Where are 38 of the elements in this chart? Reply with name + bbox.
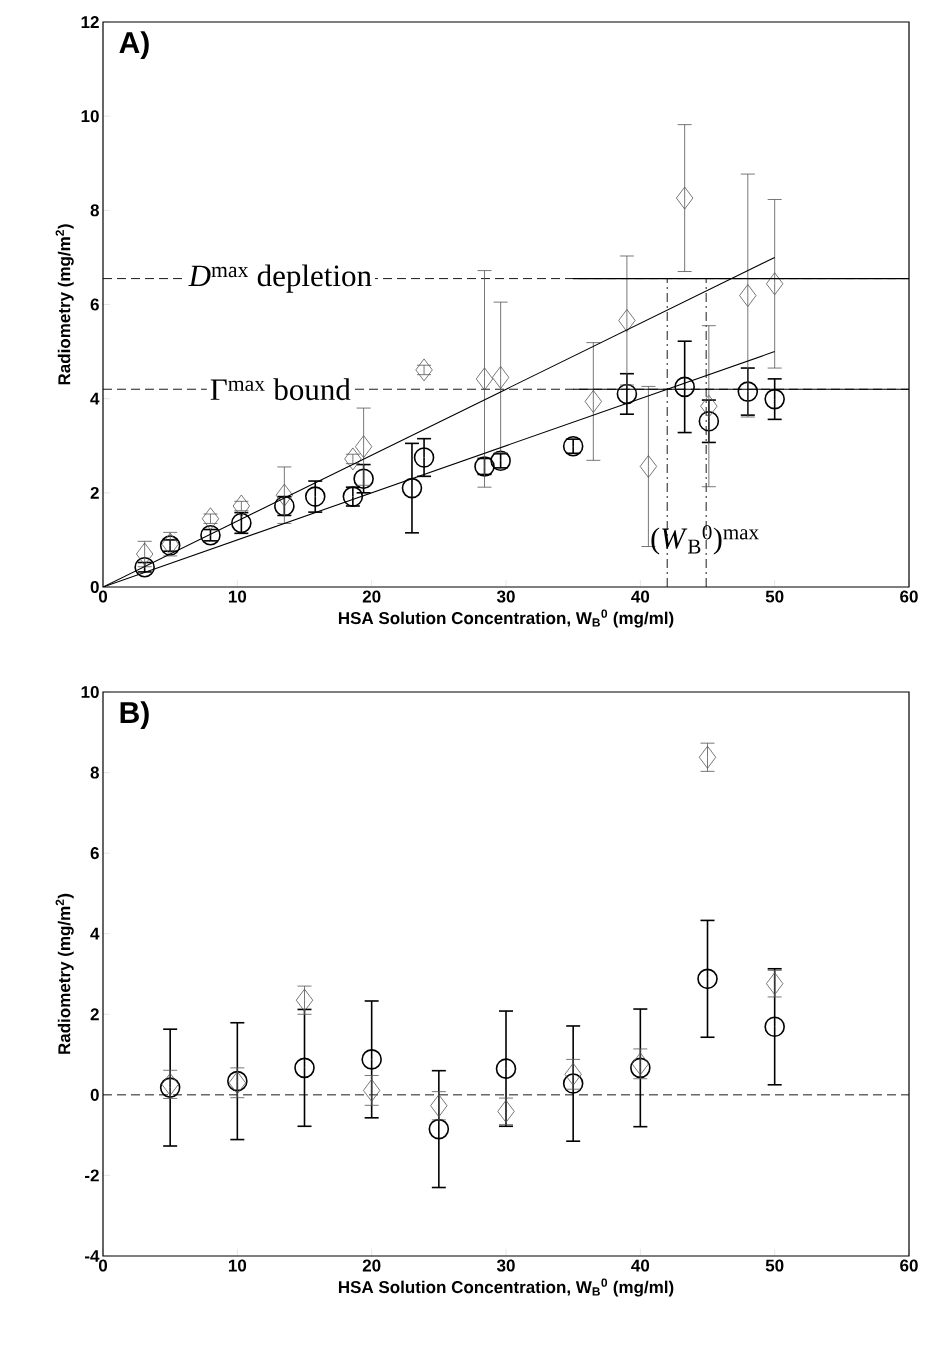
y-tick-label: 2 (90, 486, 99, 499)
y-tick-label: 6 (90, 847, 99, 860)
y-axis-title: Radiometry (mg/m$^{2}$) (55, 893, 74, 1054)
y-tick-label: 12 (81, 16, 99, 28)
y-tick-label: 0 (90, 1088, 99, 1101)
x-tick-label: 10 (228, 590, 247, 603)
x-tick-label: 0 (98, 1259, 108, 1272)
y-tick-label: 10 (81, 110, 99, 123)
x-tick-label: 40 (631, 1259, 650, 1272)
x-tick-label: 20 (362, 1259, 381, 1272)
annotation: (W$_{B}$$^{0}$)$^{max}$ (651, 525, 759, 555)
x-tick-label: 0 (98, 590, 108, 603)
y-tick-label: 8 (90, 204, 99, 217)
x-tick-label: 40 (631, 590, 650, 603)
x-tick-label: 30 (496, 590, 515, 603)
annotation: B) (120, 701, 149, 730)
ref-line-label: Γ$^{max}$ bound (210, 378, 351, 401)
y-tick-label: 6 (90, 298, 99, 311)
x-tick-label: 60 (900, 1259, 918, 1272)
x-axis-title: HSA Solution Concentration, W$_{B}$$^{0}$ (mg/ml) (338, 609, 674, 628)
x-tick-label: 50 (765, 1259, 784, 1272)
y-tick-label: -4 (85, 1250, 100, 1262)
y-tick-label: 0 (90, 580, 99, 594)
x-tick-label: 30 (496, 1259, 515, 1272)
ref-line-label: D$^{max}$ depletion (188, 264, 372, 293)
x-axis-title: HSA Solution Concentration, W$_{B}$$^{0}$ (mg/ml) (338, 1278, 674, 1297)
y-tick-label: 4 (90, 392, 100, 405)
x-tick-label: 10 (228, 1259, 247, 1272)
y-axis-title: Radiometry (mg/m$^{2}$) (55, 224, 74, 385)
x-tick-label: 50 (765, 590, 784, 603)
y-tick-label: 8 (90, 766, 99, 779)
y-tick-label: -2 (85, 1169, 99, 1182)
x-tick-label: 60 (900, 590, 918, 603)
x-tick-label: 20 (362, 590, 381, 603)
y-tick-label: 2 (90, 1008, 99, 1021)
y-tick-label: 4 (90, 927, 100, 940)
y-tick-label: 10 (81, 685, 99, 699)
annotation: A) (119, 31, 149, 60)
